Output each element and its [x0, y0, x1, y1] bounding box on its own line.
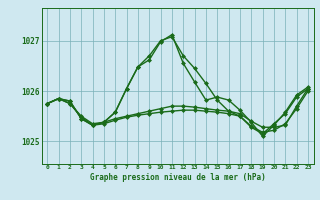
X-axis label: Graphe pression niveau de la mer (hPa): Graphe pression niveau de la mer (hPa)	[90, 173, 266, 182]
